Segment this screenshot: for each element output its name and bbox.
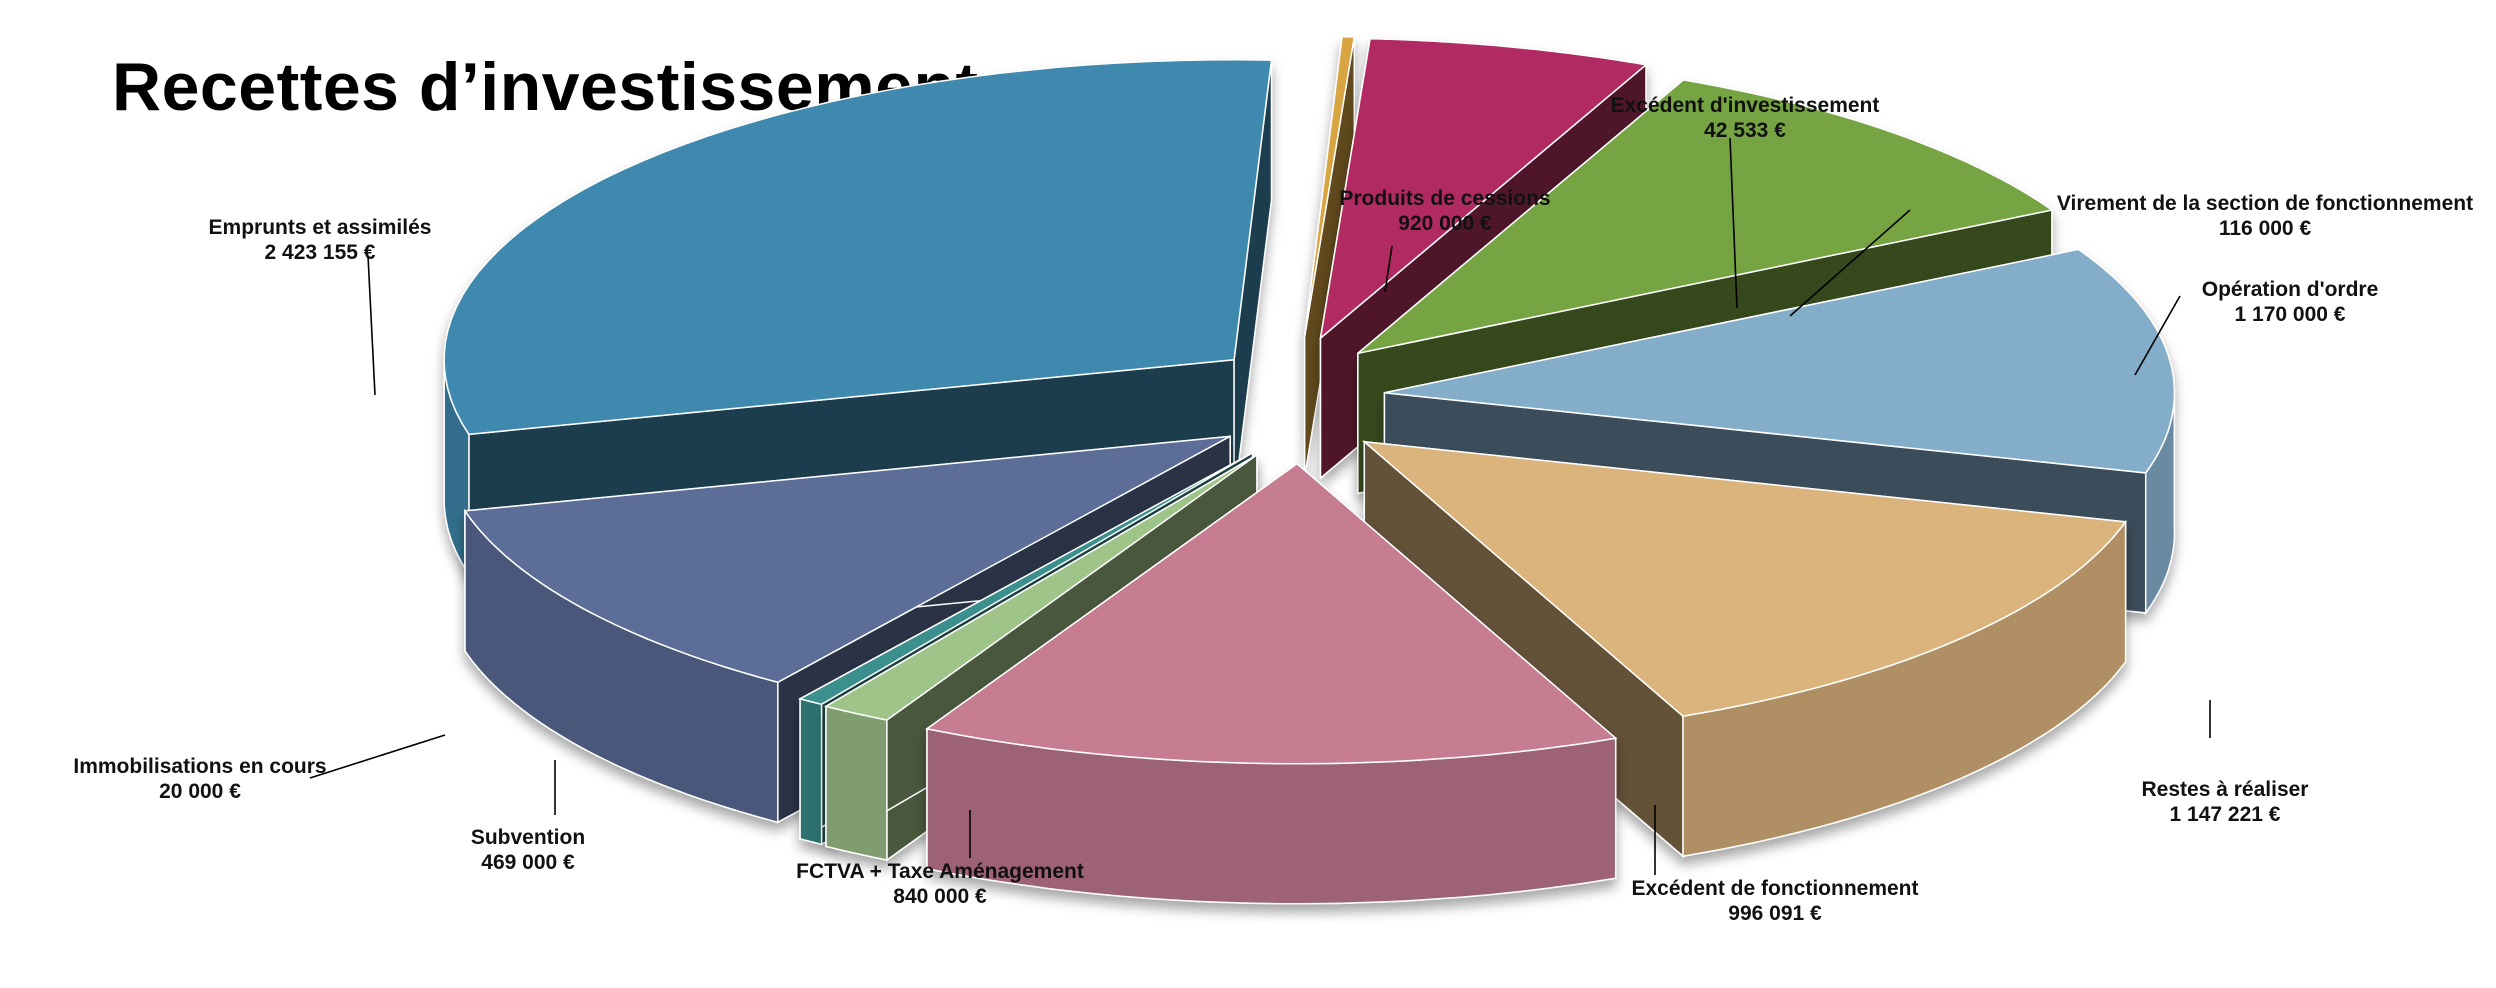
slice-label: Emprunts et assimilés xyxy=(209,216,432,239)
slice-label: Produits de cessions xyxy=(1339,187,1550,210)
slice-label: Virement de la section de fonctionnement xyxy=(2057,192,2473,215)
leader-line xyxy=(1789,209,1911,317)
slice-label: Excédent de fonctionnement xyxy=(1631,877,1918,900)
slice-label: Subvention xyxy=(471,826,585,849)
slice-value: 920 000 € xyxy=(1398,212,1492,235)
slice-label: Opération d'ordre xyxy=(2202,278,2379,301)
slice-label: Excédent d'investissement xyxy=(1611,94,1880,117)
leader-line xyxy=(2134,295,2181,376)
slice-value: 116 000 € xyxy=(2219,217,2312,240)
slice-label: FCTVA + Taxe Aménagement xyxy=(796,860,1084,883)
slice-value: 840 000 € xyxy=(893,885,987,908)
slice-value: 1 170 000 € xyxy=(2235,303,2346,326)
leader-line xyxy=(309,734,446,779)
leader-line xyxy=(1384,245,1393,293)
pie-slice xyxy=(925,462,1618,905)
leader-line xyxy=(367,255,376,396)
slice-value: 996 091 € xyxy=(1728,902,1822,925)
slice-value: 1 147 221 € xyxy=(2170,803,2281,826)
leader-line xyxy=(1729,137,1738,309)
slice-label: Immobilisations en cours xyxy=(73,755,326,778)
slice-value: 20 000 € xyxy=(159,780,241,803)
pie-slice xyxy=(1303,35,1356,477)
slice-value: 2 423 155 € xyxy=(265,241,376,264)
slice-value: 42 533 € xyxy=(1704,119,1786,142)
slice-label: Restes à réaliser xyxy=(2142,778,2309,801)
slice-value: 469 000 € xyxy=(481,851,575,874)
